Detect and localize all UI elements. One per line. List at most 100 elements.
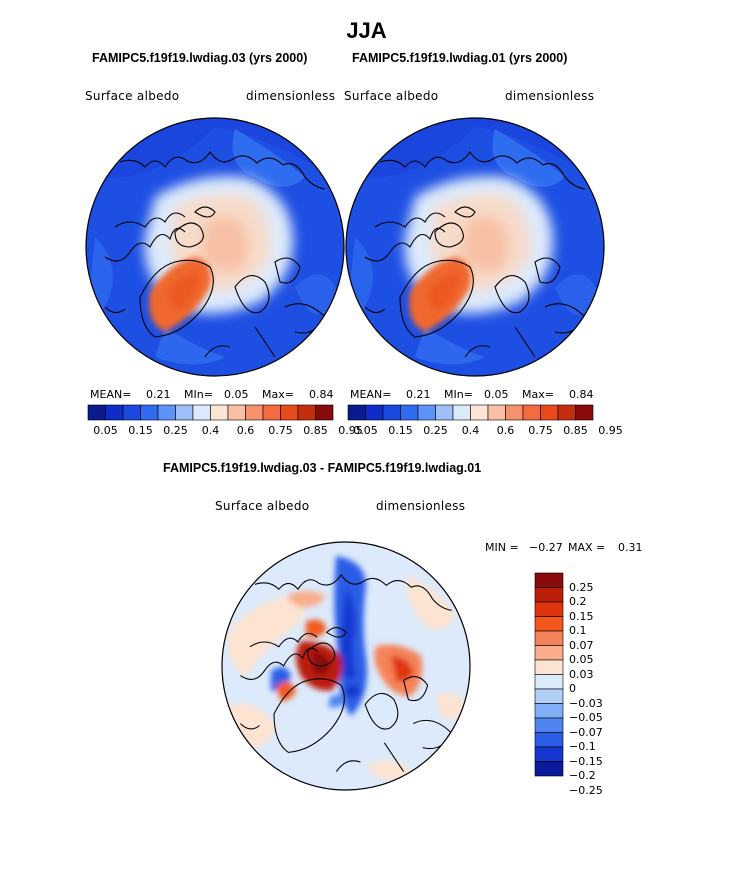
- difference-min-value: −0.27: [529, 541, 563, 554]
- panel-2-colorbar-tick-label: 0.25: [423, 424, 448, 437]
- panel-1-colorbar: [87, 404, 334, 421]
- difference-colorbar-swatch: [534, 645, 564, 661]
- panel-2-min-value: 0.05: [484, 388, 509, 401]
- difference-colorbar-swatch: [534, 746, 564, 762]
- panel-2-colorbar-tick-label: 0.85: [563, 424, 588, 437]
- panel-2-mean-value: 0.21: [406, 388, 431, 401]
- panel-2-colorbar-swatch: [540, 404, 559, 421]
- panel-2-colorbar-swatch: [400, 404, 419, 421]
- panel-1-colorbar-tick-label: 0.75: [268, 424, 293, 437]
- difference-colorbar-swatch: [534, 717, 564, 733]
- difference-colorbar-tick-label: −0.07: [569, 725, 603, 739]
- panel-2-map-border: [345, 117, 605, 377]
- panel-1-colorbar-tick-label: 0.25: [163, 424, 188, 437]
- difference-colorbar-swatch: [534, 630, 564, 646]
- panel-2-colorbar-tick-label: 0.05: [353, 424, 378, 437]
- difference-colorbar-swatch: [534, 732, 564, 748]
- difference-units-label: dimensionless: [376, 499, 466, 513]
- difference-title: FAMIPC5.f19f19.lwdiag.03 - FAMIPC5.f19f1…: [163, 461, 482, 475]
- difference-colorbar-tick-label: −0.03: [569, 696, 603, 710]
- panel-2-case-title: FAMIPC5.f19f19.lwdiag.01 (yrs 2000): [352, 51, 568, 65]
- panel-2-colorbar-tick-label: 0.75: [528, 424, 553, 437]
- difference-colorbar-swatch: [534, 587, 564, 603]
- panel-1-colorbar-swatch: [175, 404, 194, 421]
- difference-colorbar-tick-label: 0.05: [569, 653, 594, 666]
- panel-1-colorbar-swatch: [245, 404, 264, 421]
- panel-2-colorbar-tick-label: 0.6: [496, 424, 515, 437]
- panel-2-colorbar-swatch: [575, 404, 594, 421]
- difference-colorbar-swatch: [534, 688, 564, 704]
- difference-colorbar-tick-label: −0.05: [569, 711, 603, 724]
- difference-colorbar-tick-label: −0.1: [569, 740, 596, 753]
- panel-1-mean-label: MEAN=: [90, 388, 132, 401]
- panel-2-colorbar-swatch: [470, 404, 489, 421]
- panel-1-colorbar-swatch: [262, 404, 281, 421]
- panel-2-min-label: MIn=: [444, 388, 473, 401]
- panel-1-colorbar-tick-label: 0.6: [236, 424, 255, 437]
- difference-max-label: MAX =: [568, 541, 606, 554]
- panel-1-colorbar-swatch: [157, 404, 176, 421]
- difference-colorbar-tick-label: 0.1: [569, 624, 587, 637]
- difference-colorbar-swatch: [534, 761, 564, 777]
- panel-1-min-value: 0.05: [224, 388, 249, 401]
- panel-2-max-value: 0.84: [569, 388, 594, 401]
- panel-2-colorbar-tick-label: 0.95: [598, 424, 623, 437]
- panel-1-colorbar-tick-label: 0.95: [338, 424, 363, 437]
- difference-colorbar: [534, 572, 564, 777]
- panel-1-colorbar-tick-label: 0.15: [128, 424, 153, 437]
- panel-2-colorbar-swatch: [505, 404, 524, 421]
- difference-colorbar-swatch: [534, 601, 564, 617]
- difference-colorbar-swatch: [534, 616, 564, 632]
- panel-1-colorbar-swatch: [280, 404, 299, 421]
- panel-1-colorbar-swatch: [210, 404, 229, 421]
- difference-colorbar-tick-label: −0.25: [569, 783, 603, 797]
- panel-2-mean-label: MEAN=: [350, 388, 392, 401]
- difference-colorbar-swatch: [534, 659, 564, 675]
- panel-2-colorbar-swatch: [452, 404, 471, 421]
- panel-1-colorbar-swatch: [297, 404, 316, 421]
- panel-2-colorbar-tick-label: 0.15: [388, 424, 413, 437]
- panel-1-variable-label: Surface albedo: [85, 89, 180, 103]
- panel-1-colorbar-swatch: [105, 404, 124, 421]
- difference-max-value: 0.31: [618, 541, 643, 554]
- difference-colorbar-swatch: [534, 674, 564, 690]
- panel-2-colorbar-swatch: [522, 404, 541, 421]
- panel-1-min-label: MIn=: [184, 388, 213, 401]
- panel-2-colorbar-swatch: [382, 404, 401, 421]
- difference-map-border: [221, 541, 471, 791]
- panel-2-colorbar-swatch: [347, 404, 366, 421]
- panel-2-colorbar-swatch: [435, 404, 454, 421]
- panel-2-variable-label: Surface albedo: [344, 89, 439, 103]
- panel-2-colorbar-tick-label: 0.4: [461, 424, 480, 437]
- panel-2-colorbar-swatch: [417, 404, 436, 421]
- difference-colorbar-swatch: [534, 703, 564, 719]
- season-title: JJA: [346, 18, 387, 43]
- difference-colorbar-tick-label: −0.15: [569, 754, 603, 768]
- panel-2-max-label: Max=: [522, 388, 554, 401]
- panel-1-max-value: 0.84: [309, 388, 334, 401]
- panel-1-colorbar-tick-label: 0.4: [201, 424, 220, 437]
- difference-colorbar-tick-label: 0.2: [569, 595, 587, 608]
- difference-colorbar-tick-label: 0.03: [569, 667, 594, 681]
- difference-min-label: MIN =: [485, 541, 519, 554]
- panel-1-colorbar-swatch: [87, 404, 106, 421]
- panel-1-max-label: Max=: [262, 388, 294, 401]
- panel-2-colorbar-swatch: [365, 404, 384, 421]
- panel-2-colorbar: [347, 404, 594, 421]
- panel-2-colorbar-swatch: [557, 404, 576, 421]
- panel-1-colorbar-tick-label: 0.85: [303, 424, 328, 437]
- difference-variable-label: Surface albedo: [215, 499, 310, 513]
- difference-colorbar-tick-label: −0.2: [569, 769, 596, 782]
- difference-colorbar-swatch: [534, 572, 564, 588]
- difference-colorbar-tick-label: 0: [569, 682, 576, 695]
- panel-1-colorbar-swatch: [227, 404, 246, 421]
- panel-1-map-border: [85, 117, 345, 377]
- panel-1-mean-value: 0.21: [146, 388, 171, 401]
- difference-colorbar-tick-label: 0.25: [569, 580, 594, 594]
- panel-1-colorbar-swatch: [315, 404, 334, 421]
- panel-1-colorbar-tick-label: 0.05: [93, 424, 118, 437]
- panel-1-case-title: FAMIPC5.f19f19.lwdiag.03 (yrs 2000): [92, 51, 308, 65]
- panel-2-colorbar-swatch: [487, 404, 506, 421]
- panel-1-colorbar-swatch: [192, 404, 211, 421]
